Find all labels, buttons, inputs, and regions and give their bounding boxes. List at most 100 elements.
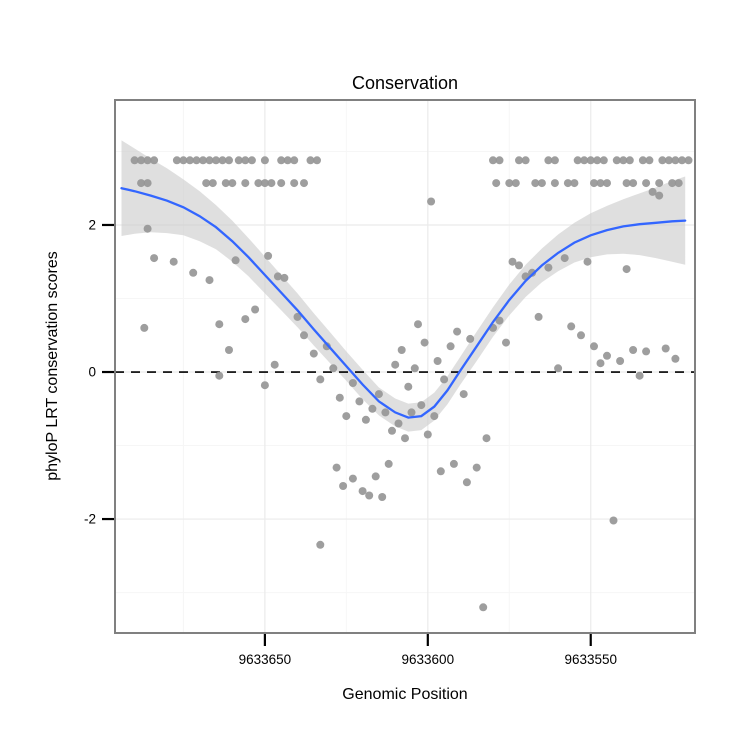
data-point xyxy=(241,315,250,324)
data-point xyxy=(436,467,445,476)
y-tick-label: 2 xyxy=(88,217,96,232)
data-point xyxy=(534,312,543,321)
data-point xyxy=(381,408,390,417)
data-point xyxy=(583,257,592,266)
data-point xyxy=(189,268,198,277)
data-point xyxy=(394,419,403,428)
data-point xyxy=(169,257,178,266)
y-axis-label: phyloP LRT conservation scores xyxy=(44,251,61,480)
data-point xyxy=(306,156,315,165)
data-point xyxy=(642,179,651,188)
data-point xyxy=(293,312,302,321)
data-point xyxy=(544,156,553,165)
data-point xyxy=(570,179,579,188)
data-point xyxy=(655,191,664,200)
data-point xyxy=(143,156,152,165)
data-point xyxy=(277,179,286,188)
data-point xyxy=(664,156,673,165)
data-point xyxy=(462,478,471,487)
data-point xyxy=(361,415,370,424)
data-point xyxy=(348,379,357,387)
x-tick-label: 9633650 xyxy=(239,652,292,667)
data-point xyxy=(573,156,582,165)
data-point xyxy=(495,156,504,165)
data-point xyxy=(137,179,146,188)
data-point xyxy=(645,156,654,165)
data-point xyxy=(185,156,194,165)
data-point xyxy=(300,331,308,340)
smooth-line xyxy=(120,187,687,419)
chart-title: Conservation xyxy=(352,73,458,93)
data-point xyxy=(316,375,325,384)
data-point xyxy=(629,179,638,188)
data-point xyxy=(495,316,504,325)
data-point xyxy=(492,179,501,188)
data-point xyxy=(283,156,292,165)
data-point xyxy=(241,156,250,165)
data-point xyxy=(622,179,631,188)
data-point xyxy=(515,261,523,270)
data-point xyxy=(567,322,576,331)
data-point xyxy=(550,156,559,165)
data-point xyxy=(316,540,325,549)
data-point xyxy=(130,156,139,165)
data-point xyxy=(563,179,572,188)
data-point xyxy=(374,390,383,399)
data-point xyxy=(668,179,677,188)
data-point xyxy=(277,156,286,165)
data-point xyxy=(290,179,299,188)
data-point xyxy=(221,179,230,188)
data-point xyxy=(537,179,546,188)
data-point xyxy=(247,156,256,165)
data-point xyxy=(505,179,514,188)
data-point xyxy=(661,344,670,353)
data-point xyxy=(554,364,563,373)
data-point xyxy=(192,156,201,165)
data-point xyxy=(430,412,439,421)
data-point xyxy=(521,156,530,165)
data-point xyxy=(417,401,426,410)
data-point xyxy=(423,430,432,439)
data-point xyxy=(300,179,308,188)
data-point xyxy=(515,156,523,165)
data-point xyxy=(502,338,510,347)
data-point xyxy=(616,357,625,365)
data-point xyxy=(388,426,396,435)
data-point xyxy=(642,347,651,356)
data-point xyxy=(143,179,152,188)
data-point xyxy=(622,265,631,274)
data-point xyxy=(427,197,436,206)
data-point xyxy=(479,603,488,612)
data-point xyxy=(205,276,214,285)
data-point xyxy=(440,375,449,384)
data-point xyxy=(332,463,341,472)
data-point xyxy=(586,156,595,165)
data-point xyxy=(599,156,608,165)
data-point xyxy=(215,371,224,380)
data-point xyxy=(531,179,540,188)
data-point xyxy=(560,254,569,263)
data-point xyxy=(446,342,455,351)
data-point xyxy=(625,156,634,165)
data-point xyxy=(150,254,159,263)
data-point xyxy=(280,273,289,282)
data-point xyxy=(459,390,468,399)
data-point xyxy=(453,327,462,336)
data-point xyxy=(684,156,693,165)
data-point xyxy=(270,360,279,369)
data-point xyxy=(264,251,273,260)
data-point xyxy=(342,412,351,421)
data-point xyxy=(671,156,680,165)
data-point xyxy=(603,351,611,360)
data-point xyxy=(150,156,159,165)
data-point xyxy=(254,179,263,188)
data-point xyxy=(508,257,517,266)
data-point xyxy=(267,179,276,188)
data-point xyxy=(482,434,491,443)
x-tick-label: 9633550 xyxy=(564,652,617,667)
data-point xyxy=(231,256,240,265)
data-point xyxy=(205,156,214,165)
data-point xyxy=(371,472,380,481)
